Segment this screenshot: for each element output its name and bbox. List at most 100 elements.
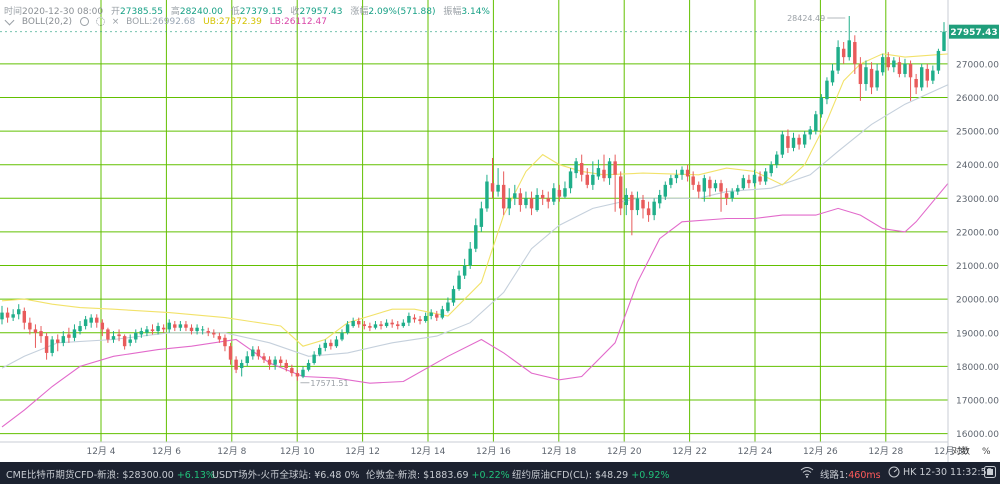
candle-up	[200, 329, 205, 331]
boll-lb-label: LB:	[269, 17, 284, 27]
candle-down	[278, 359, 283, 364]
x-tick-label: 12月 30	[934, 446, 969, 457]
y-tick-label: 16000.00	[956, 430, 999, 440]
candle-up	[507, 198, 511, 209]
ticker-change: +0.92%	[631, 470, 670, 481]
low-value: 27379.15	[239, 7, 283, 17]
candle-up	[457, 275, 461, 290]
candle-down	[390, 322, 394, 325]
candle-down	[841, 48, 846, 58]
candle-up	[524, 198, 528, 206]
close-value: 27957.43	[299, 7, 343, 17]
candle-up	[808, 129, 812, 135]
ticker-item-usdt[interactable]: USDT场外-火币全球站: ¥6.48 0%	[212, 467, 360, 481]
eye-icon[interactable]	[79, 17, 89, 26]
open-label: 开	[111, 7, 121, 17]
candle-up	[11, 314, 15, 318]
boll-mid-value: 26992.68	[152, 17, 196, 27]
candle-down	[368, 326, 372, 328]
candle-down	[914, 78, 918, 88]
candle-down	[557, 189, 562, 197]
time-label: 时间	[4, 7, 23, 17]
close-label: 收	[290, 7, 300, 17]
ticker-price: ¥6.48	[314, 470, 342, 481]
candle-up	[145, 329, 149, 333]
y-tick-label: 27000.00	[956, 60, 999, 70]
candle-down	[56, 339, 60, 343]
y-tick-label: 21000.00	[956, 262, 999, 272]
candle-up	[741, 178, 746, 189]
candle-down	[897, 62, 902, 74]
candle-up	[479, 208, 484, 227]
candle-up	[568, 171, 573, 189]
candle-down	[357, 320, 361, 325]
boll-ub-value: 27872.39	[218, 17, 262, 27]
candle-down	[719, 183, 723, 192]
candle-up	[156, 326, 160, 332]
log-scale-toggle[interactable]: 对数	[952, 445, 970, 457]
candle-up	[713, 183, 718, 189]
candle-down	[379, 324, 383, 327]
ticker-item-gold[interactable]: 伦敦金-新浪: $1883.69 +0.22%	[366, 467, 510, 481]
chevron-down-icon[interactable]	[4, 15, 15, 26]
candle-up	[334, 339, 339, 347]
candle-up	[72, 329, 77, 338]
boll-lb-value: 26112.47	[283, 17, 327, 27]
candle-up	[864, 67, 868, 85]
candle-down	[173, 324, 177, 328]
candle-up	[323, 342, 328, 348]
candle-down	[708, 179, 712, 189]
x-tick-label: 12月 22	[672, 446, 707, 457]
candle-down	[150, 329, 155, 332]
app-icon[interactable]	[984, 466, 996, 481]
candle-down	[869, 68, 874, 88]
close-icon[interactable]: ×	[111, 17, 120, 27]
ticker-change: +0.22%	[471, 470, 510, 481]
gear-icon[interactable]	[95, 17, 105, 26]
change-value: 2.09%(571.88)	[368, 7, 436, 17]
candle-up	[892, 60, 896, 68]
percent-scale-toggle[interactable]: %	[982, 447, 991, 457]
candlestick-chart[interactable]: 28424.49 17571.51 16000.00 17000.00 18000.0…	[0, 0, 1000, 462]
candle-up	[78, 326, 82, 332]
candle-up	[496, 184, 500, 192]
candle-down	[223, 337, 227, 347]
high-label: 高	[170, 7, 180, 17]
candle-up	[669, 178, 673, 185]
candle-up	[814, 114, 818, 132]
candle-up	[134, 332, 138, 340]
candle-down	[33, 329, 38, 333]
ticker-footer: CME比特币期货CFD-新浪: $28300.00 +6.13% USDT场外-…	[0, 462, 1000, 484]
candle-up	[658, 194, 662, 204]
ticker-item-oil[interactable]: 纽约原油CFD(CL): $48.29 +0.92%	[512, 467, 669, 481]
candle-down	[886, 57, 890, 68]
network-line[interactable]: 线路1:460ms	[820, 467, 881, 481]
y-tick-label: 18000.00	[956, 363, 999, 373]
candle-down	[22, 310, 27, 323]
ticker-item-cme[interactable]: CME比特币期货CFD-新浪: $28300.00 +6.13%	[6, 467, 215, 481]
high-value: 28240.00	[179, 7, 223, 17]
ticker-change: 0%	[344, 470, 360, 481]
candle-up	[819, 97, 824, 115]
candle-up	[875, 70, 879, 88]
wifi-icon	[800, 466, 814, 481]
candle-down	[724, 193, 729, 199]
candle-down	[329, 342, 333, 347]
candle-up	[836, 47, 840, 71]
candle-up	[663, 184, 668, 197]
candle-up	[429, 312, 433, 316]
candle-up	[312, 354, 316, 364]
candle-up	[61, 336, 66, 343]
candle-down	[908, 63, 913, 78]
candle-up	[702, 178, 707, 192]
candle-down	[44, 336, 49, 353]
candle-up	[596, 168, 601, 177]
candle-down	[697, 184, 701, 192]
candle-up	[446, 302, 450, 311]
x-tick-label: 12月 14	[411, 446, 446, 457]
candle-down	[106, 329, 110, 340]
x-tick-label: 12月 28	[868, 446, 903, 457]
candle-up	[239, 363, 244, 369]
candle-up	[340, 332, 344, 340]
chart-grid	[0, 0, 952, 442]
